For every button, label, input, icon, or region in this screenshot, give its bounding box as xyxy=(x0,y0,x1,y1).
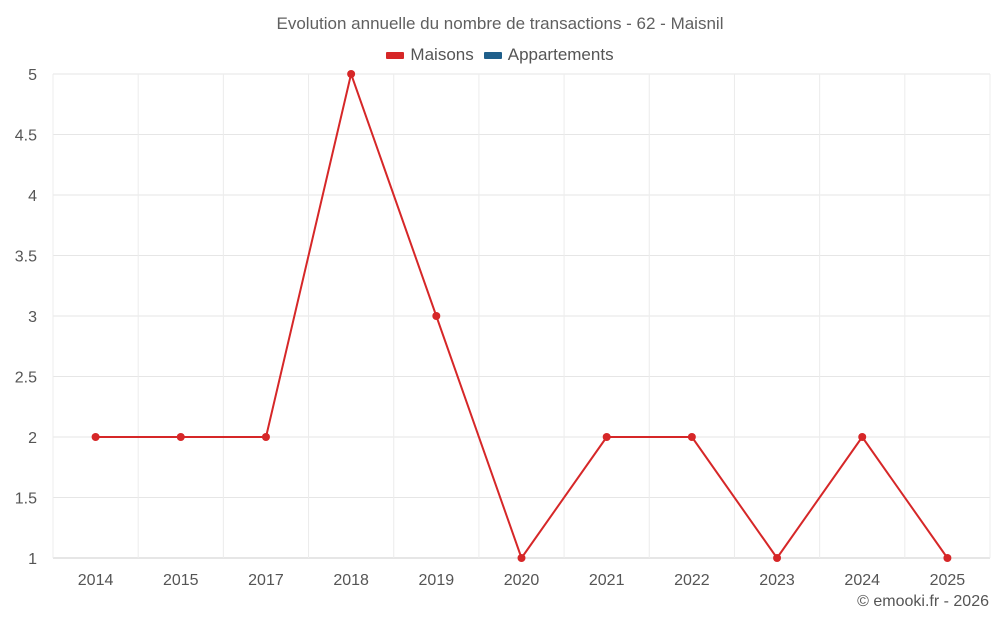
legend-swatch-maisons xyxy=(386,51,405,59)
x-tick-label: 2022 xyxy=(674,572,710,589)
chart-title: Evolution annuelle du nombre de transact… xyxy=(276,14,724,33)
x-tick-label: 2025 xyxy=(930,572,966,589)
data-point-maisons-2020[interactable] xyxy=(517,554,526,562)
data-point-maisons-2017[interactable] xyxy=(261,433,270,441)
x-tick-label: 2024 xyxy=(844,572,880,589)
y-tick-label: 1 xyxy=(28,551,37,568)
legend-item-appartements[interactable]: Appartements xyxy=(483,45,614,65)
credit-text: © emooki.fr - 2026 xyxy=(857,593,989,610)
data-point-maisons-2021[interactable] xyxy=(602,433,611,441)
y-tick-label: 5 xyxy=(28,67,37,84)
legend-item-maisons[interactable]: Maisons xyxy=(386,45,474,65)
data-point-maisons-2024[interactable] xyxy=(858,433,867,441)
x-tick-label: 2023 xyxy=(759,572,795,589)
axes: 1 1.5 2 2.5 3 3.5 4 4.5 5 2014 2015 2017 2018 2019 202… xyxy=(15,67,966,589)
x-tick-label: 2014 xyxy=(78,572,114,589)
y-tick-label: 3.5 xyxy=(15,249,37,266)
y-tick-label: 4 xyxy=(28,188,37,205)
x-tick-label: 2019 xyxy=(419,572,455,589)
y-tick-label: 1.5 xyxy=(15,491,37,508)
x-tick-label: 2015 xyxy=(163,572,199,589)
legend-label-appartements: Appartements xyxy=(507,45,614,64)
x-tick-label: 2021 xyxy=(589,572,625,589)
legend-swatch-appartements xyxy=(483,51,502,59)
legend-label-maisons: Maisons xyxy=(410,45,474,64)
data-point-maisons-2018[interactable] xyxy=(347,70,356,78)
x-tick-label: 2018 xyxy=(333,572,369,589)
x-tick-label: 2017 xyxy=(248,572,284,589)
y-tick-label: 3 xyxy=(28,309,37,326)
data-point-maisons-2015[interactable] xyxy=(176,433,185,441)
legend: Maisons Appartements xyxy=(0,45,1000,65)
data-point-maisons-2022[interactable] xyxy=(687,433,696,441)
grid xyxy=(52,73,991,559)
data-point-maisons-2014[interactable] xyxy=(91,433,100,441)
y-tick-label: 2.5 xyxy=(15,370,37,387)
data-point-maisons-2023[interactable] xyxy=(773,554,782,562)
y-tick-label: 2 xyxy=(28,430,37,447)
series-layer xyxy=(91,70,952,562)
data-point-maisons-2019[interactable] xyxy=(432,312,441,320)
data-point-maisons-2025[interactable] xyxy=(943,554,952,562)
y-tick-label: 4.5 xyxy=(15,128,37,145)
x-tick-label: 2020 xyxy=(504,572,540,589)
